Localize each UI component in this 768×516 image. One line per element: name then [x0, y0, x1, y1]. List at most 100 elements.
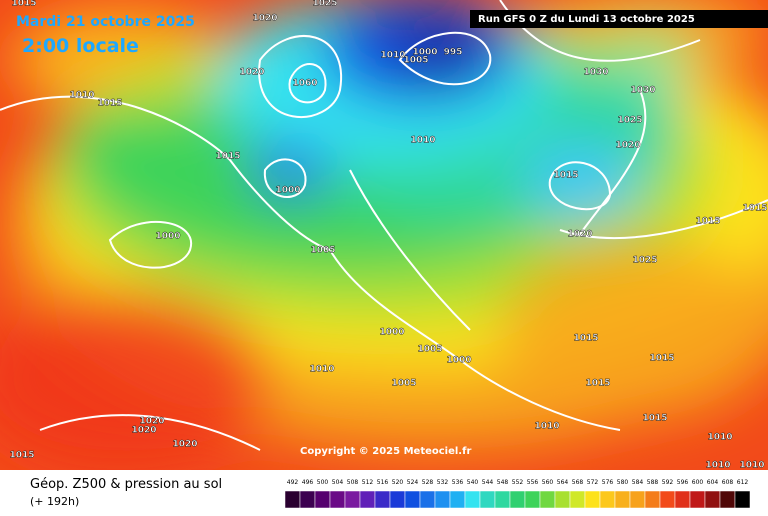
isobar-label: 1015	[585, 379, 610, 389]
scale-label: 556	[527, 479, 539, 486]
scale-swatch	[584, 490, 601, 509]
scale-label: 508	[347, 479, 359, 486]
isobar-label: 1020	[139, 417, 164, 427]
scale-swatch	[494, 490, 511, 509]
isobar-label: 1000	[379, 328, 404, 338]
forecast-time: 2:00 locale	[22, 35, 139, 57]
scale-label: 580	[617, 479, 629, 486]
scale-label: 608	[722, 479, 734, 486]
run-info: Run GFS 0 Z du Lundi 13 octobre 2025	[478, 14, 695, 25]
scale-label: 524	[407, 479, 419, 486]
scale-label: 540	[467, 479, 479, 486]
isobar-label: 1020	[567, 230, 592, 240]
scale-swatch	[374, 490, 391, 509]
isobar-label: 1025	[617, 116, 642, 126]
isobar-label: 1020	[131, 426, 156, 436]
scale-swatch	[299, 490, 316, 509]
forecast-date: Mardi 21 octobre 2025	[16, 14, 195, 30]
isobar-label: 1015	[97, 99, 122, 109]
isobar-label: 1030	[630, 86, 655, 96]
scale-label: 572	[587, 479, 599, 486]
scale-label: 496	[302, 479, 314, 486]
isobar-label: 1010	[410, 136, 435, 146]
scale-swatch	[614, 490, 631, 509]
isobar-label: 1010	[69, 91, 94, 101]
scale-label: 584	[632, 479, 644, 486]
legend-subtitle: (+ 192h)	[30, 495, 79, 508]
scale-swatch	[419, 490, 436, 509]
isobar-label: 1000	[412, 48, 437, 58]
scale-swatch	[314, 490, 331, 509]
isobar-label: 1000	[155, 232, 180, 242]
scale-label: 520	[392, 479, 404, 486]
scale-label: 500	[317, 479, 329, 486]
scale-swatch	[554, 490, 571, 509]
isobar-label: 1015	[695, 217, 720, 227]
isobar-label: 1015	[11, 0, 36, 9]
scale-swatch	[644, 490, 661, 509]
isobar-label: 1005	[403, 56, 428, 66]
scale-label: 600	[692, 479, 704, 486]
scale-label: 596	[677, 479, 689, 486]
isobar-label: 1005	[310, 246, 335, 256]
isobar-label: 1010	[309, 365, 334, 375]
scale-label: 576	[602, 479, 614, 486]
legend-title: Géop. Z500 & pression au sol	[30, 477, 222, 492]
scale-swatch	[674, 490, 691, 509]
scale-label: 492	[287, 479, 299, 486]
scale-label: 504	[332, 479, 344, 486]
isobar-label: 1015	[573, 334, 598, 344]
scale-swatch	[479, 490, 496, 509]
color-scale: 492 496 500 504 508 512 516 520 524 528 532 536 540 5…	[284, 479, 751, 509]
scale-label: 512	[362, 479, 374, 486]
isobar-label: 1015	[9, 451, 34, 461]
isobar-label: 1010	[705, 461, 730, 471]
isobar-label: 1015	[215, 152, 240, 162]
scale-swatch	[629, 490, 646, 509]
scale-swatch	[434, 490, 451, 509]
scale-swatch	[464, 490, 481, 509]
scale-label: 544	[482, 479, 494, 486]
isobar-label: 1020	[252, 14, 277, 24]
scale-label: 612	[737, 479, 749, 486]
scale-label: 532	[437, 479, 449, 486]
isobar-label: 1020	[239, 68, 264, 78]
isobar-label: 1025	[632, 256, 657, 266]
isobar-label: 1005	[417, 345, 442, 355]
scale-label: 552	[512, 479, 524, 486]
scale-swatch	[569, 490, 586, 509]
isobar-label: 1000	[275, 186, 300, 196]
scale-label: 564	[557, 479, 569, 486]
scale-swatch	[449, 490, 466, 509]
scale-label: 560	[542, 479, 554, 486]
isobar-label: 1030	[583, 68, 608, 78]
scale-swatch	[524, 490, 541, 509]
isobar-label: 1015	[742, 204, 767, 214]
field	[0, 0, 768, 470]
isobar-label: 1025	[312, 0, 337, 9]
isobars	[0, 0, 768, 451]
isobar-label: 1010	[534, 422, 559, 432]
scale-swatch	[539, 490, 556, 509]
scale-swatch	[389, 490, 406, 509]
scale-swatch	[659, 490, 676, 509]
run-banner	[470, 10, 768, 28]
scale-swatch	[284, 490, 301, 509]
scale-swatch	[509, 490, 526, 509]
scale-label: 568	[572, 479, 584, 486]
isobar-label: 995	[444, 48, 463, 58]
scale-swatch	[599, 490, 616, 509]
isobar-label: 1000	[446, 356, 471, 366]
isobar-label: 1005	[391, 379, 416, 389]
scale-label: 528	[422, 479, 434, 486]
isobar-label: 1060	[292, 79, 317, 89]
scale-label: 536	[452, 479, 464, 486]
isobar-label: 1010	[707, 433, 732, 443]
isobar-label: 1015	[642, 414, 667, 424]
isobar-label: 1010	[739, 461, 764, 471]
scale-swatch	[329, 490, 346, 509]
scale-swatch	[359, 490, 376, 509]
isobar-label: 1010	[380, 51, 405, 61]
scale-label: 516	[377, 479, 389, 486]
